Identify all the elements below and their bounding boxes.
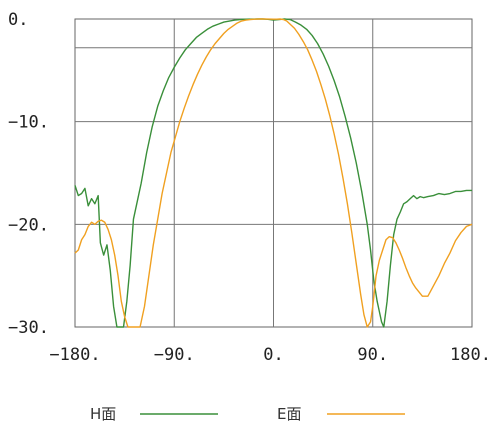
legend-label-1: E面 [277, 405, 301, 423]
x-tick-label: −90. [154, 345, 195, 365]
y-tick-label: −20. [8, 215, 49, 235]
y-tick-label: 0. [8, 10, 28, 30]
y-tick-label: −10. [8, 113, 49, 133]
series-line-0 [74, 18, 472, 328]
series-layer [74, 18, 473, 328]
legend: H面 E面 [90, 405, 405, 423]
x-tick-label: 90. [357, 345, 388, 365]
x-tick-label: 180. [450, 345, 491, 365]
x-tick-label: 0. [263, 345, 283, 365]
grid [74, 18, 473, 328]
legend-label-0: H面 [90, 405, 116, 423]
tick-labels: 0. −10. −20. −30.−180. −90. 0. 90. 180. [8, 10, 491, 365]
series-line-1 [74, 18, 473, 328]
x-tick-label: −180. [49, 345, 100, 365]
y-tick-label: −30. [8, 318, 49, 338]
